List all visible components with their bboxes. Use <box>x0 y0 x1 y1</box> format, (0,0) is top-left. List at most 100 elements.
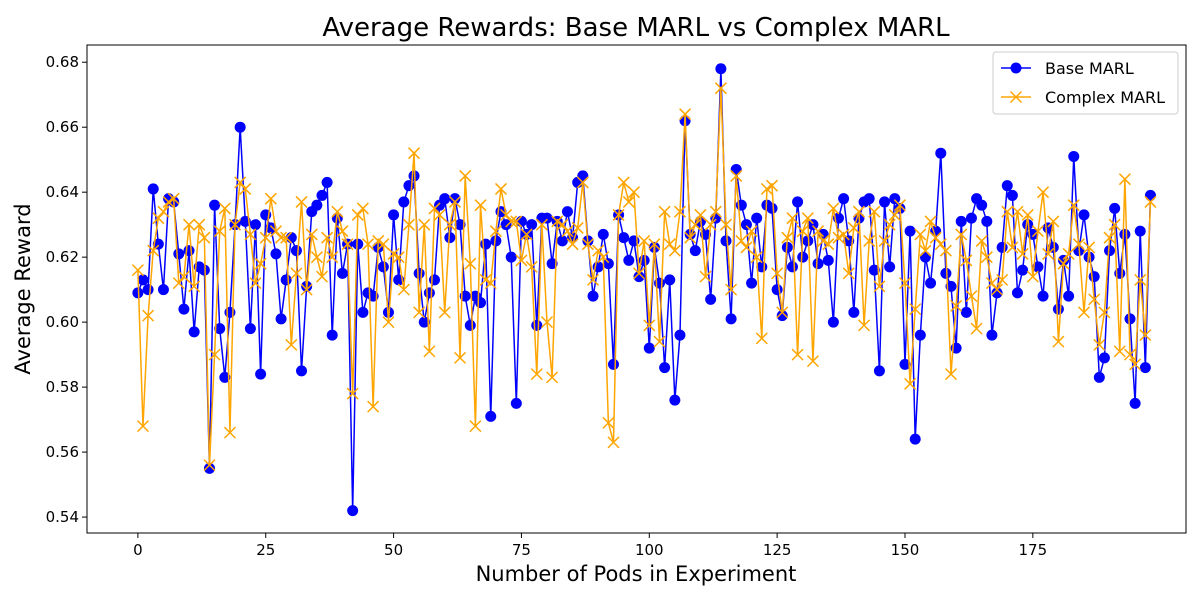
data-point <box>934 238 947 251</box>
data-point <box>321 231 334 244</box>
data-point <box>285 338 298 351</box>
data-point <box>147 244 160 257</box>
legend-box <box>992 51 1179 115</box>
data-point <box>1104 245 1116 257</box>
data-point <box>899 358 911 370</box>
data-point <box>490 235 502 247</box>
data-point <box>250 219 262 231</box>
data-point <box>939 244 952 257</box>
series-1 <box>132 63 1156 517</box>
data-point <box>526 219 538 231</box>
data-point <box>316 189 328 201</box>
data-point <box>285 232 297 244</box>
y-tick-label: 0.58 <box>46 378 79 396</box>
data-point <box>576 176 589 189</box>
y-tick-label: 0.54 <box>46 508 79 526</box>
data-point <box>960 306 972 318</box>
data-point <box>863 234 876 247</box>
data-point <box>633 267 646 280</box>
data-point <box>643 319 656 332</box>
data-point <box>893 199 906 212</box>
data-point <box>208 348 221 361</box>
data-point <box>429 274 440 286</box>
x-tick-label: 125 <box>763 541 792 559</box>
data-point <box>648 238 661 251</box>
data-point <box>786 212 799 225</box>
data-point <box>653 335 666 348</box>
data-point <box>878 234 891 247</box>
data-point <box>792 196 804 208</box>
data-point <box>142 284 154 296</box>
data-point <box>801 212 814 225</box>
data-point <box>638 234 651 247</box>
series-2 <box>131 82 1157 472</box>
data-point <box>1098 306 1111 319</box>
data-point <box>255 368 267 380</box>
data-point <box>884 261 896 273</box>
data-point <box>264 192 277 205</box>
data-point <box>239 182 252 195</box>
data-point <box>423 345 436 358</box>
data-point <box>622 195 635 208</box>
legend-marker <box>1009 90 1023 104</box>
data-point <box>689 245 701 257</box>
data-point <box>172 277 185 290</box>
data-point <box>566 238 579 251</box>
data-point <box>704 218 717 231</box>
data-point <box>203 462 215 474</box>
data-point <box>418 218 431 231</box>
data-point <box>234 121 246 133</box>
data-point <box>1063 290 1075 302</box>
data-point <box>985 277 998 290</box>
data-point <box>1144 189 1156 201</box>
data-point <box>868 264 880 276</box>
data-point <box>679 108 692 121</box>
data-point <box>612 208 625 221</box>
data-point <box>500 219 512 231</box>
data-point <box>219 371 231 383</box>
data-point <box>229 218 242 231</box>
plot-area <box>131 63 1157 517</box>
data-point <box>259 231 272 244</box>
data-point <box>561 206 573 218</box>
data-point <box>873 365 885 377</box>
data-point <box>674 329 686 341</box>
data-point <box>382 316 395 329</box>
data-point <box>494 182 508 195</box>
data-point <box>719 218 733 231</box>
data-point <box>556 235 568 247</box>
data-point <box>275 231 288 244</box>
y-tick-label: 0.64 <box>46 183 79 201</box>
data-point <box>403 180 415 192</box>
data-point <box>976 199 988 211</box>
legend-label: Base MARL <box>1045 59 1134 78</box>
data-point <box>275 313 287 325</box>
data-point <box>546 371 559 384</box>
data-point <box>919 244 932 257</box>
data-point <box>889 193 901 205</box>
data-point <box>1077 306 1091 319</box>
data-point <box>341 238 354 251</box>
axes: 0 25 50 75 100 125 150 175 0.54 0.56 0.58 0.60 0.62 0… <box>46 53 1048 559</box>
data-point <box>1118 173 1131 186</box>
data-point <box>1001 180 1013 192</box>
data-point <box>766 202 778 214</box>
x-tick-label: 75 <box>512 541 531 559</box>
data-point <box>664 274 676 286</box>
data-point <box>213 225 226 238</box>
data-point <box>311 199 323 211</box>
data-point <box>858 319 871 332</box>
data-point <box>940 267 952 279</box>
data-point <box>1037 186 1050 199</box>
data-point <box>791 348 804 361</box>
x-tick-label: 100 <box>635 541 664 559</box>
data-point <box>602 416 615 429</box>
data-point <box>587 273 600 286</box>
data-point <box>1052 303 1064 315</box>
data-point <box>633 271 645 283</box>
data-point <box>1124 313 1136 325</box>
data-point <box>1139 362 1151 374</box>
data-point <box>351 208 364 221</box>
data-point <box>214 323 226 335</box>
x-tick-label: 175 <box>1019 541 1048 559</box>
